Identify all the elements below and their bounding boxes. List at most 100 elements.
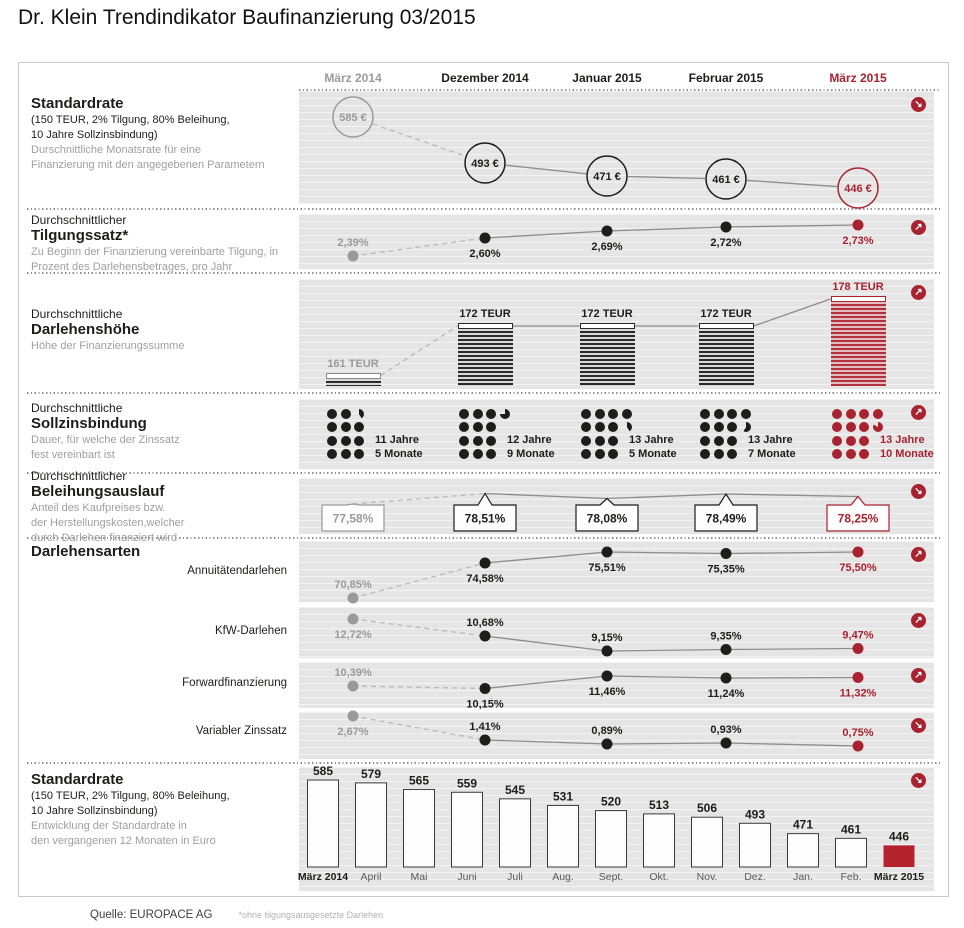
partial-month-dot: [740, 422, 751, 433]
year-dot: [713, 422, 724, 433]
month-bar: [739, 822, 771, 868]
year-dot: [700, 408, 710, 419]
value-label: 78,25%: [838, 512, 879, 526]
column-header: Dezember 2014: [441, 71, 529, 85]
data-point: [347, 250, 359, 262]
column-header: März 2014: [324, 71, 382, 85]
striped-bar: [325, 372, 381, 386]
data-point: [347, 592, 359, 604]
year-dot-cluster: 13 Jahre 10 Monate: [832, 407, 934, 461]
value-label: 545: [505, 783, 525, 797]
year-dot: [327, 408, 337, 419]
data-point: [852, 546, 864, 558]
trend-down-icon: ↘: [911, 97, 926, 112]
year-dot: [594, 449, 605, 460]
partial-month-dot: [499, 408, 510, 419]
dotted-separator: [27, 272, 940, 274]
value-label: 75,35%: [707, 564, 745, 576]
darlehensarten-line: 12,72% 10,68% 9,15% 9,35% 9,47%: [334, 613, 874, 657]
standardrate-trend-chart: 585 € 493 € 471 € 461 € 446 € ↘: [299, 91, 934, 209]
section-desc: Durschnittliche Monatsrate für eine: [31, 144, 201, 156]
section-desc: durch Darlehen finanziert wird: [31, 532, 178, 544]
value-label: 9,15%: [591, 632, 622, 644]
striped-bar: [698, 323, 754, 386]
value-label: 585: [313, 764, 333, 778]
value-label: 9,47%: [842, 630, 873, 642]
value-label: Feb.: [840, 871, 861, 883]
value-label: 0,75%: [842, 727, 873, 739]
value-label: 74,58%: [466, 573, 504, 585]
value-label: 493 €: [471, 158, 499, 170]
dotted-separator: [27, 762, 940, 764]
month-bar: [403, 788, 435, 868]
duration-label: 12 Jahre 9 Monate: [507, 434, 555, 460]
callout-box: [321, 503, 385, 532]
darlehenshoehe-connectors: [380, 298, 831, 377]
year-dot: [713, 449, 724, 460]
value-label: 559: [457, 776, 477, 790]
year-dot: [832, 422, 842, 433]
year-dot: [608, 422, 618, 433]
data-point: [720, 548, 732, 559]
year-dot: [727, 422, 737, 433]
value-label: 446 €: [844, 183, 872, 195]
value-label: 172 TEUR: [459, 308, 511, 320]
data-point: [720, 221, 732, 233]
year-dot: [459, 422, 469, 433]
section-pretitle: Durchschnittlicher: [31, 213, 127, 227]
year-dot: [354, 449, 364, 460]
value-label: 461 €: [712, 174, 740, 186]
data-point: [720, 644, 732, 655]
section-desc: Dauer, für welche der Zinssatz: [31, 434, 180, 446]
value-label: 1,41%: [469, 721, 500, 733]
standardrate-monthly-chart: 585 März 2014 579 April 565 Mai 559 Juni 545 Juli…: [298, 764, 934, 891]
month-bar: [547, 804, 579, 868]
year-dot-cluster: 13 Jahre 5 Monate: [581, 407, 677, 461]
value-label: Juni: [457, 871, 476, 883]
value-label: 178 TEUR: [832, 281, 884, 293]
sollzinsbindung-chart: 11 Jahre 5 Monate 12 Jahre 9 Monate 13 Jahre…: [299, 399, 934, 469]
partial-month-dot: [872, 422, 883, 433]
section-desc: der Herstellungskosten,welcher: [31, 517, 185, 529]
partial-month-dot: [621, 422, 632, 433]
value-label: 565: [409, 773, 429, 787]
year-dot: [700, 435, 710, 446]
section-pretitle: Durchschnittliche: [31, 401, 123, 415]
data-point: [720, 737, 732, 749]
year-dot: [472, 449, 483, 460]
beleihungsauslauf-chart: 77,58% 78,51% 78,08% 78,49% 78,25% ↘: [299, 478, 934, 534]
value-label: 78,08%: [587, 512, 628, 526]
data-point: [479, 232, 491, 244]
darlehensarten-row-chart: 2,67% 1,41% 0,89% 0,93% 0,75% ↘: [299, 710, 934, 759]
year-dot: [594, 435, 605, 446]
section-title: Beleihungsauslauf: [31, 483, 165, 500]
bar-cap: [325, 372, 381, 379]
year-dot: [608, 435, 618, 446]
value-label: 471: [793, 818, 813, 832]
year-dot: [740, 408, 751, 419]
data-point: [720, 672, 732, 684]
year-dot: [832, 449, 842, 460]
duration-label: 13 Jahre 5 Monate: [629, 434, 677, 460]
data-point: [837, 167, 879, 209]
trend-up-icon: ↗: [911, 668, 926, 683]
trend-down-icon: ↘: [911, 718, 926, 733]
value-label: 11,24%: [708, 688, 745, 700]
value-label: 10,15%: [466, 699, 504, 711]
section-desc: Höhe der Finanzierungssumme: [31, 340, 185, 352]
duration-label: 13 Jahre 7 Monate: [748, 434, 796, 460]
month-bar: [883, 845, 915, 867]
year-dot: [845, 435, 856, 446]
value-label: Nov.: [697, 871, 718, 883]
section-desc: Finanzierung mit den angegebenen Paramet…: [31, 159, 265, 171]
section-subtitle: (150 TEUR, 2% Tilgung, 80% Beleihung,: [31, 790, 230, 802]
column-header: Februar 2015: [688, 71, 764, 85]
value-label: 161 TEUR: [327, 357, 379, 370]
data-point: [332, 96, 374, 138]
year-dot: [581, 449, 591, 460]
year-dot: [700, 422, 710, 433]
page-title: Dr. Klein Trendindikator Baufinanzierung…: [18, 6, 476, 29]
year-dot: [340, 408, 351, 419]
year-dot-cluster: 12 Jahre 9 Monate: [459, 407, 555, 461]
year-dot: [727, 435, 737, 446]
